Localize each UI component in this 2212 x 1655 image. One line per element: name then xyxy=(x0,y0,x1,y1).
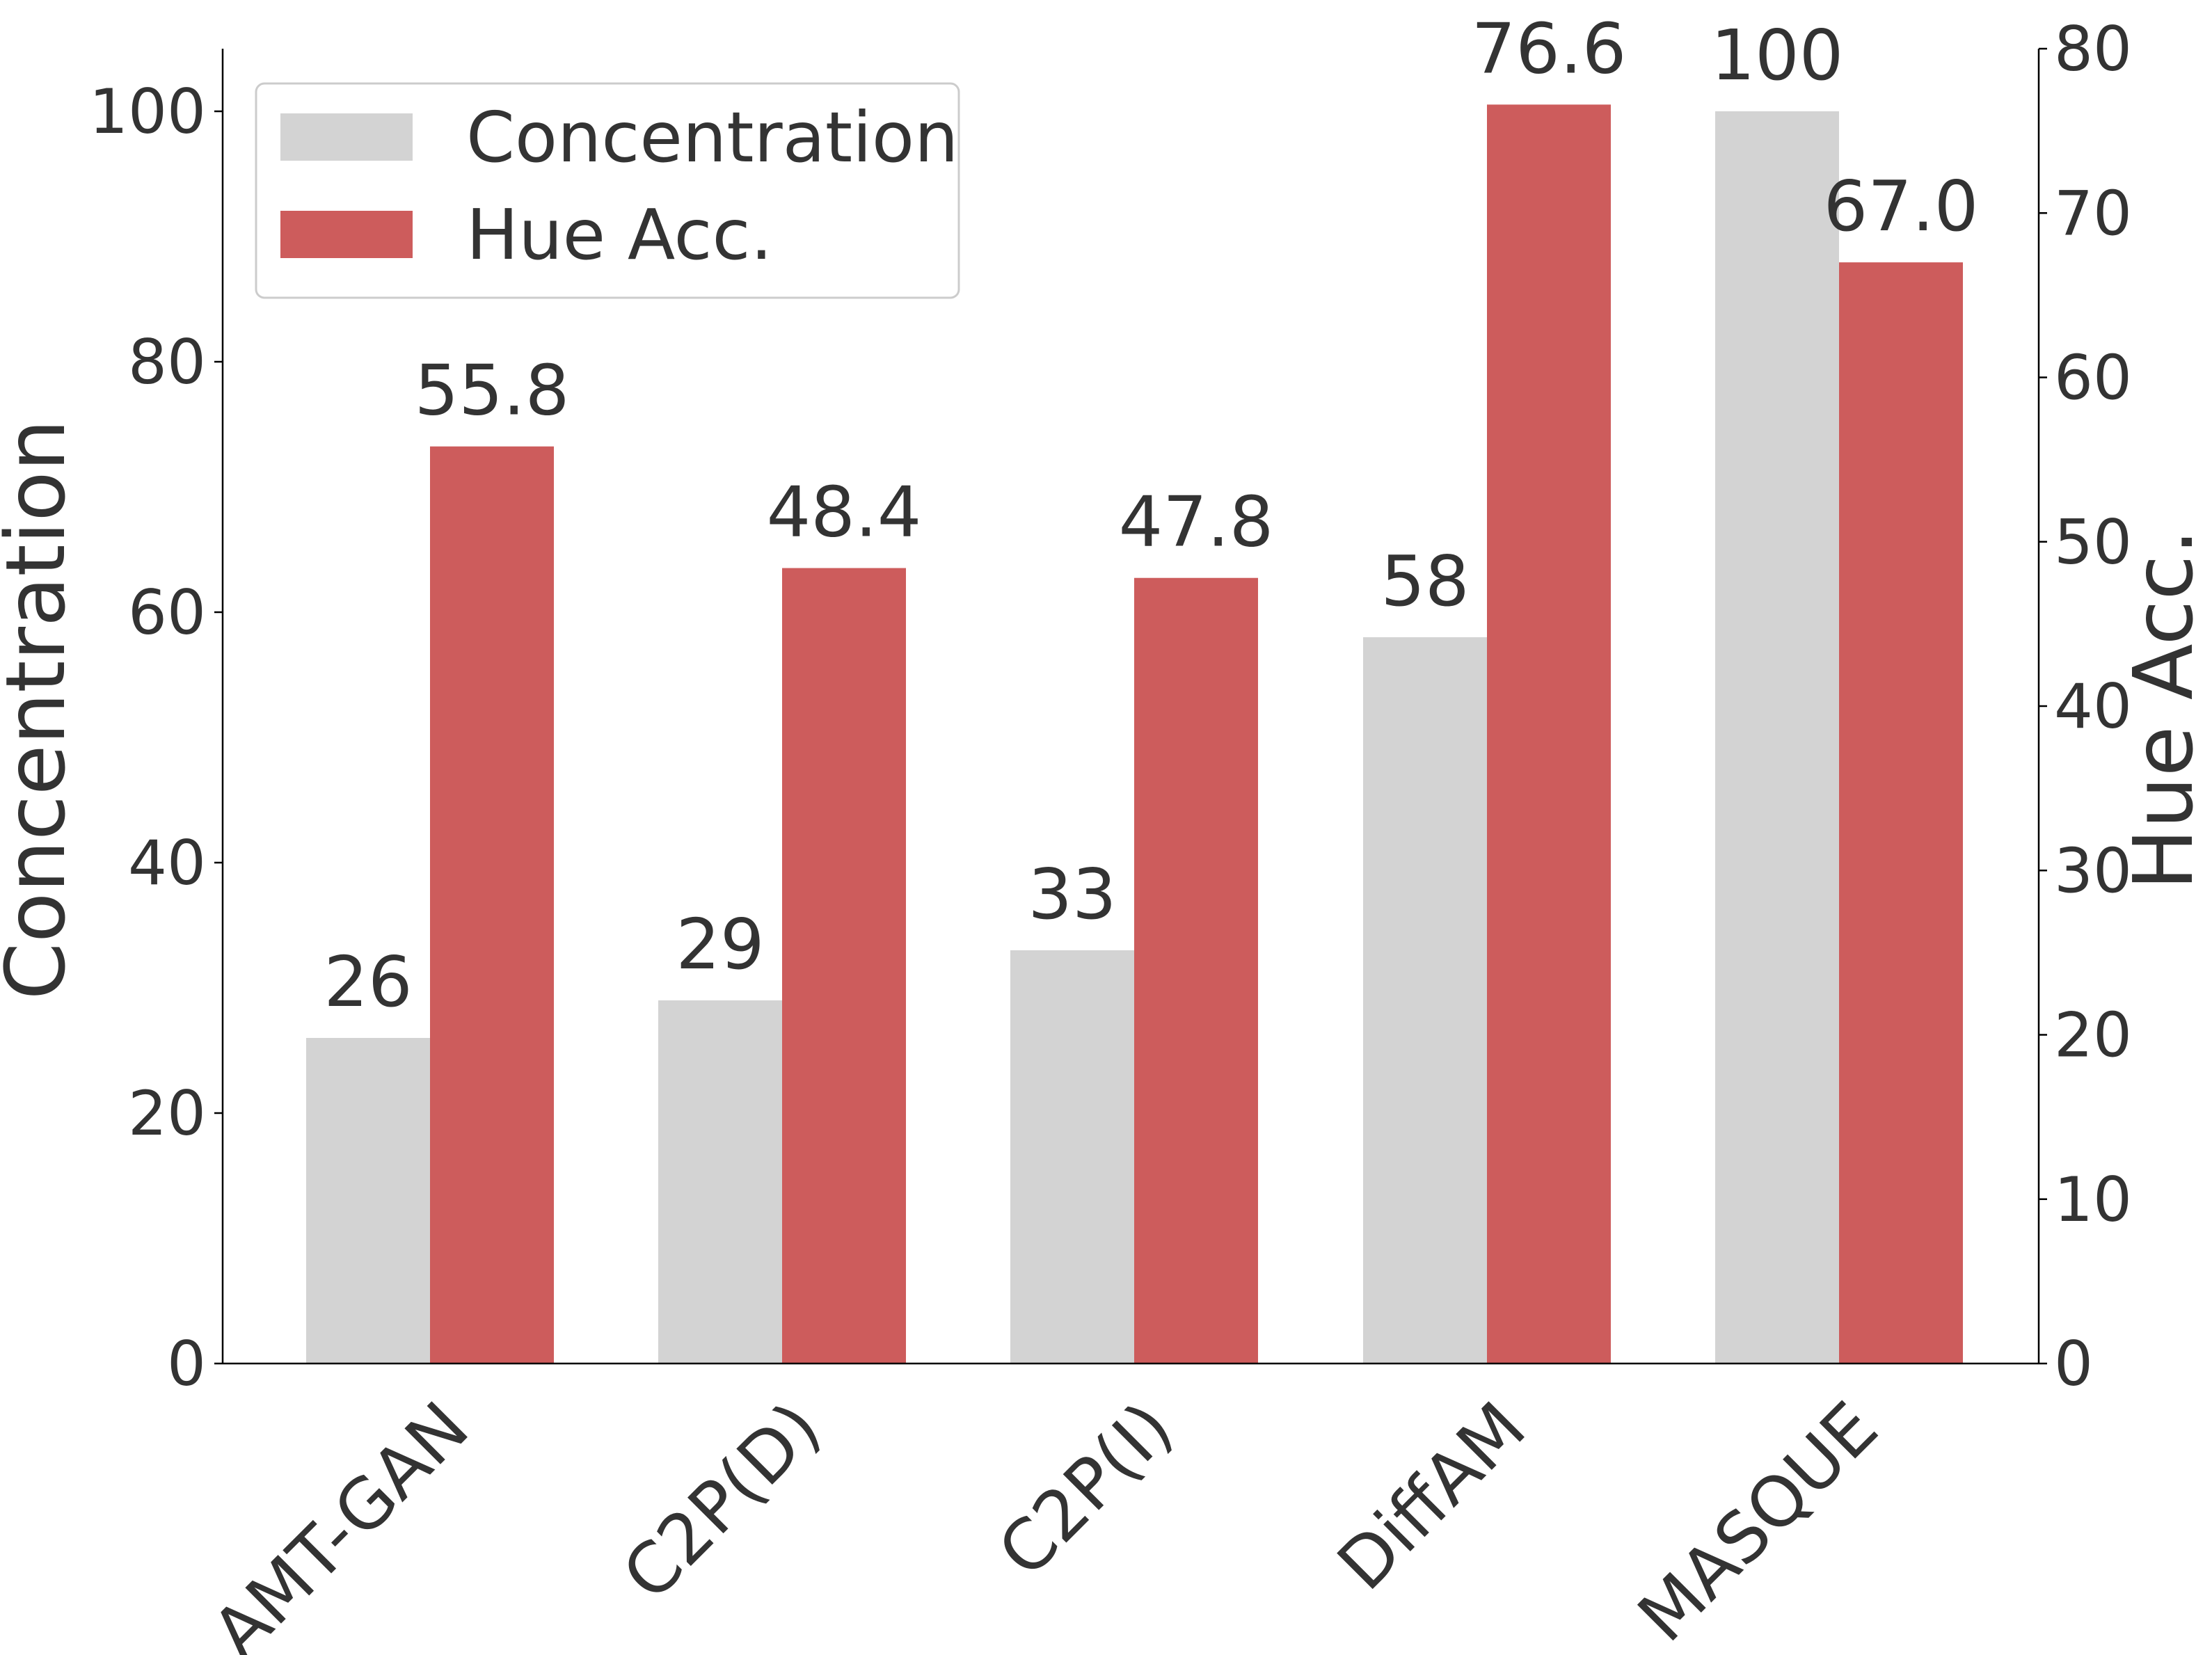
legend-swatch-hue-acc xyxy=(280,211,413,258)
legend: Concentration Hue Acc. xyxy=(255,82,960,299)
x-axis-category-labels: AMT-GAN C2P(D) C2P(I) DiffAM MASQUE xyxy=(197,1386,1893,1655)
bar-concentration-c2p-d xyxy=(658,1000,782,1364)
left-tick-label-60: 60 xyxy=(128,577,206,648)
legend-frame xyxy=(255,82,960,299)
bar-label-concentration-masque: 100 xyxy=(1711,15,1844,96)
category-label-diffam: DiffAM xyxy=(1322,1386,1541,1606)
left-tick-label-40: 40 xyxy=(128,827,206,899)
bar-concentration-amt-gan xyxy=(306,1038,430,1364)
bar-labels: 26 55.8 29 48.4 33 47.8 58 76.6 100 67.0 xyxy=(324,8,1978,1023)
bar-hue-acc-amt-gan xyxy=(430,446,554,1364)
bar-hue-acc-c2p-i xyxy=(1134,577,1258,1364)
category-label-amt-gan: AMT-GAN xyxy=(197,1386,484,1655)
bar-label-hue-acc-amt-gan: 55.8 xyxy=(415,350,570,431)
left-tick-label-0: 0 xyxy=(167,1328,206,1400)
category-label-c2p-d: C2P(D) xyxy=(607,1386,836,1615)
right-y-axis-title: Hue Acc. xyxy=(2115,529,2211,890)
right-tick-label-70: 70 xyxy=(2054,177,2132,249)
bars xyxy=(306,104,1963,1364)
right-y-axis-ticks: 0 10 20 30 40 50 60 70 80 xyxy=(2039,13,2132,1400)
bar-label-concentration-c2p-d: 29 xyxy=(676,904,764,985)
right-tick-label-80: 80 xyxy=(2054,13,2132,85)
legend-label-hue-acc: Hue Acc. xyxy=(466,194,772,275)
right-tick-label-40: 40 xyxy=(2054,671,2132,742)
bar-label-hue-acc-c2p-i: 47.8 xyxy=(1119,481,1274,563)
bar-label-hue-acc-masque: 67.0 xyxy=(1824,166,1979,247)
right-tick-label-60: 60 xyxy=(2054,342,2132,414)
category-label-c2p-i: C2P(I) xyxy=(982,1386,1188,1592)
bar-concentration-masque xyxy=(1715,111,1839,1364)
bar-hue-acc-diffam xyxy=(1487,104,1611,1364)
left-y-axis-ticks: 0 20 40 60 80 100 xyxy=(89,76,223,1400)
legend-label-concentration: Concentration xyxy=(466,97,958,178)
left-tick-label-80: 80 xyxy=(128,326,206,398)
right-tick-label-0: 0 xyxy=(2054,1328,2093,1400)
bar-hue-acc-c2p-d xyxy=(782,568,906,1364)
bar-label-concentration-diffam: 58 xyxy=(1380,541,1469,622)
bar-label-concentration-c2p-i: 33 xyxy=(1028,854,1116,935)
right-tick-label-50: 50 xyxy=(2054,506,2132,578)
right-tick-label-20: 20 xyxy=(2054,1000,2132,1071)
left-y-axis-title: Concentration xyxy=(0,419,83,1000)
left-tick-label-100: 100 xyxy=(89,76,206,147)
bar-label-hue-acc-diffam: 76.6 xyxy=(1472,8,1627,89)
bar-concentration-c2p-i xyxy=(1010,950,1134,1364)
legend-swatch-concentration xyxy=(280,113,413,161)
bar-concentration-diffam xyxy=(1363,637,1487,1364)
left-tick-label-20: 20 xyxy=(128,1078,206,1149)
category-label-masque: MASQUE xyxy=(1623,1386,1893,1655)
right-tick-label-10: 10 xyxy=(2054,1164,2132,1236)
bar-label-concentration-amt-gan: 26 xyxy=(324,941,412,1023)
right-tick-label-30: 30 xyxy=(2054,835,2132,906)
bar-hue-acc-masque xyxy=(1839,262,1963,1364)
bar-label-hue-acc-c2p-d: 48.4 xyxy=(767,472,922,553)
